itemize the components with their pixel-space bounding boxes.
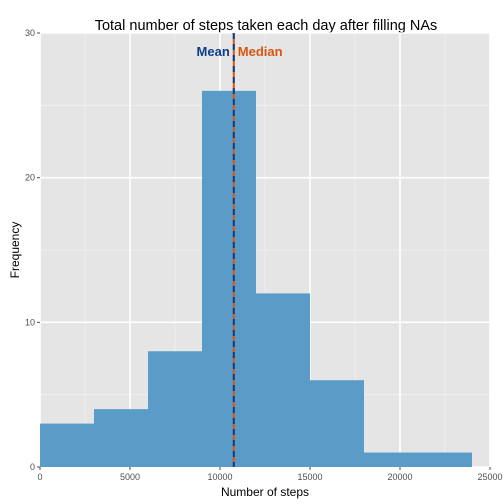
histogram-bar [256, 293, 310, 467]
y-axis-ticks: 0 10 20 30 [25, 28, 40, 472]
y-tick-label: 30 [25, 28, 35, 38]
reference-line-labels: Mean Median [197, 44, 283, 59]
y-tick-label: 10 [25, 317, 35, 327]
histogram-bar [418, 453, 472, 467]
chart-title: Total number of steps taken each day aft… [95, 18, 438, 34]
histogram-bar [148, 351, 202, 467]
x-axis-label: Number of steps [221, 485, 309, 499]
y-tick-label: 20 [25, 173, 35, 183]
y-tick-label: 0 [30, 462, 35, 472]
histogram-bar [310, 380, 364, 467]
histogram-bar [40, 424, 94, 467]
mean-label: Mean [197, 44, 230, 59]
y-axis-label: Frequency [8, 222, 22, 279]
x-tick-label: 5000 [120, 472, 140, 482]
x-tick-label: 25000 [477, 472, 502, 482]
x-tick-label: 0 [37, 472, 42, 482]
histogram-bar [364, 453, 418, 467]
x-axis-ticks: 0 5000 10000 15000 20000 25000 [37, 467, 502, 482]
median-label: Median [238, 44, 283, 59]
x-tick-label: 15000 [297, 472, 322, 482]
x-tick-label: 20000 [387, 472, 412, 482]
histogram-bar [202, 91, 256, 467]
x-tick-label: 10000 [207, 472, 232, 482]
histogram-bar [94, 409, 148, 467]
